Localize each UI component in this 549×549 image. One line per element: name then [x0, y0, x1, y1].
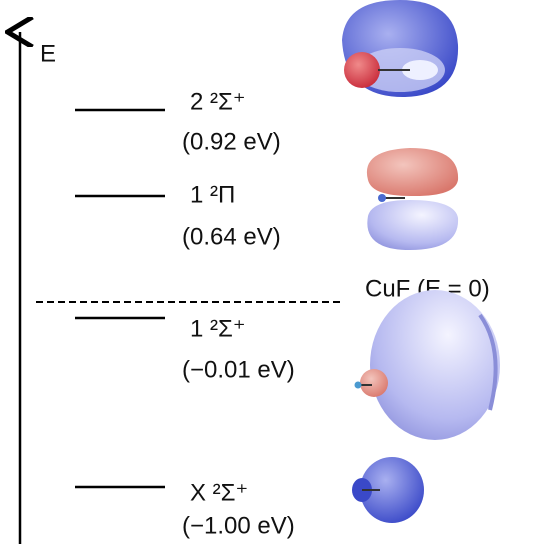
orbital-2-sigma [342, 0, 458, 97]
axis-label: E [40, 40, 56, 67]
energy-label: (0.92 eV) [182, 128, 281, 155]
state-label: X ²Σ⁺ [190, 479, 248, 506]
energy-label: (0.64 eV) [182, 223, 281, 250]
energy-label: (−1.00 eV) [182, 512, 295, 539]
energy-diagram: E CuF (E = 0) 2 ²Σ⁺ (0.92 eV) 1 ²Π (0.64… [0, 0, 549, 544]
energy-label: (−0.01 eV) [182, 356, 295, 383]
orbital-1-sigma [355, 290, 501, 440]
state-label: 1 ²Π [190, 181, 235, 208]
orbital-x-sigma [352, 457, 424, 523]
orbital-pi [367, 148, 458, 250]
state-label: 1 ²Σ⁺ [190, 315, 246, 342]
state-label: 2 ²Σ⁺ [190, 88, 246, 115]
